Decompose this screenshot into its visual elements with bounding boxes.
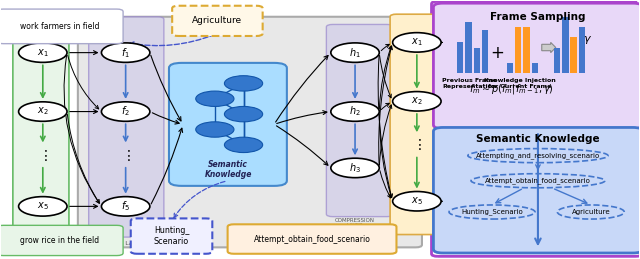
FancyBboxPatch shape (89, 17, 164, 237)
Text: Attempt_obtain_food_scenario: Attempt_obtain_food_scenario (254, 235, 371, 244)
Text: $x_1$: $x_1$ (411, 37, 422, 48)
Circle shape (393, 92, 441, 111)
Text: Frame Sampling: Frame Sampling (490, 12, 586, 22)
FancyBboxPatch shape (0, 225, 123, 256)
Circle shape (196, 122, 234, 137)
Text: $x_5$: $x_5$ (411, 195, 423, 207)
Circle shape (19, 102, 67, 121)
Text: $h_1$: $h_1$ (349, 46, 361, 60)
Bar (554, 47, 560, 73)
Text: Semantic Knowledge: Semantic Knowledge (476, 134, 600, 144)
Circle shape (393, 33, 441, 52)
Text: COMPRESSION
LAYER: COMPRESSION LAYER (335, 218, 375, 228)
Text: $\vdots$: $\vdots$ (38, 148, 47, 163)
Circle shape (101, 102, 150, 121)
Text: $x_5$: $x_5$ (37, 200, 49, 212)
FancyBboxPatch shape (131, 218, 212, 254)
Circle shape (19, 43, 67, 62)
Text: $h_3$: $h_3$ (349, 161, 361, 175)
Text: $h_2$: $h_2$ (349, 105, 361, 118)
Bar (515, 27, 522, 73)
Text: Hunting_Scenario: Hunting_Scenario (461, 209, 523, 215)
Text: $\gamma$: $\gamma$ (583, 34, 592, 46)
Text: $\vdots$: $\vdots$ (121, 148, 131, 163)
Circle shape (225, 106, 262, 122)
FancyBboxPatch shape (169, 63, 287, 186)
FancyBboxPatch shape (433, 127, 640, 253)
Bar (532, 63, 538, 73)
Text: $x_1$: $x_1$ (37, 47, 49, 59)
Text: Semantic
Knowledge: Semantic Knowledge (205, 160, 252, 179)
Bar (507, 63, 513, 73)
Text: $f_1$: $f_1$ (121, 46, 130, 60)
FancyBboxPatch shape (172, 6, 262, 36)
Text: Attempt_obtain_food_scenario: Attempt_obtain_food_scenario (485, 177, 591, 184)
Bar (465, 22, 472, 73)
Bar (482, 30, 488, 73)
Text: Previous Frame
Representation: Previous Frame Representation (442, 78, 497, 89)
Circle shape (101, 197, 150, 216)
Text: Attempting_and_resolving_scenario: Attempting_and_resolving_scenario (476, 152, 600, 159)
Circle shape (393, 191, 441, 211)
Text: Agriculture: Agriculture (572, 209, 610, 215)
Circle shape (19, 197, 67, 216)
Text: $x_2$: $x_2$ (411, 95, 422, 107)
Text: grow rice in the field: grow rice in the field (20, 236, 100, 245)
Bar (524, 27, 530, 73)
Text: $\vdots$: $\vdots$ (412, 137, 422, 152)
Circle shape (101, 43, 150, 62)
Text: work farmers in field: work farmers in field (20, 22, 100, 31)
Circle shape (331, 43, 380, 62)
Text: $x_2$: $x_2$ (37, 106, 49, 118)
Text: $f_2$: $f_2$ (121, 105, 130, 118)
Text: $f_5$: $f_5$ (121, 199, 130, 213)
Text: Agriculture: Agriculture (193, 16, 243, 25)
Circle shape (196, 91, 234, 106)
Text: BASE LAYER: BASE LAYER (107, 241, 145, 246)
FancyBboxPatch shape (0, 9, 123, 44)
Text: $+$: $+$ (490, 44, 504, 62)
FancyArrow shape (541, 42, 556, 53)
FancyBboxPatch shape (433, 3, 640, 129)
FancyBboxPatch shape (13, 24, 69, 235)
Circle shape (225, 137, 262, 153)
Circle shape (331, 158, 380, 178)
FancyBboxPatch shape (390, 14, 440, 235)
Text: $f_m \sim p(f_m|f_{m-1}, \gamma)$: $f_m \sim p(f_m|f_{m-1}, \gamma)$ (468, 82, 554, 96)
Bar (570, 37, 577, 73)
FancyBboxPatch shape (78, 17, 422, 247)
Text: Hunting_
Scenario: Hunting_ Scenario (154, 226, 189, 246)
Bar (457, 42, 463, 73)
Bar (474, 47, 480, 73)
FancyBboxPatch shape (326, 24, 394, 217)
Text: Knowledge Injection
for Current Frame: Knowledge Injection for Current Frame (484, 78, 556, 89)
Bar (579, 27, 585, 73)
FancyBboxPatch shape (228, 224, 396, 254)
Circle shape (225, 76, 262, 91)
Circle shape (331, 102, 380, 121)
Bar (562, 17, 568, 73)
